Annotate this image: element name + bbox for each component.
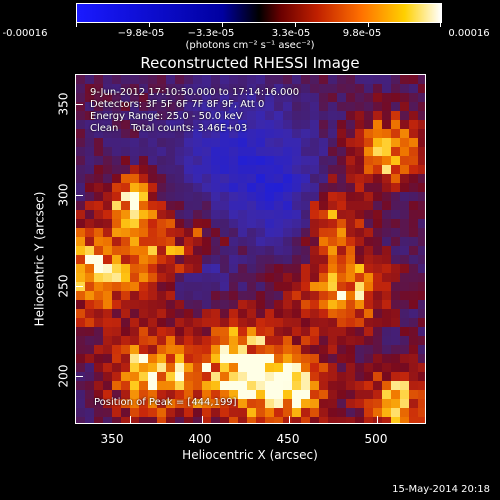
x-axis-label: Heliocentric X (arcsec) — [182, 448, 318, 462]
y-axis-label: Heliocentric Y (arcsec) — [32, 191, 47, 327]
y-tick-250: 250 — [56, 274, 71, 298]
info-energy-range: Energy Range: 25.0 - 50.0 keV — [90, 111, 243, 122]
plot-title: Reconstructed RHESSI Image — [140, 54, 360, 72]
colorbar — [76, 3, 442, 23]
y-tick-200: 200 — [56, 364, 71, 388]
x-tick-350: 350 — [100, 432, 124, 446]
y-tick-350: 350 — [56, 92, 71, 116]
x-tick-450: 450 — [276, 432, 300, 446]
info-clean-counts: Clean Total counts: 3.46E+03 — [90, 123, 248, 134]
image-plot: 9-Jun-2012 17:10:50.000 to 17:14:16.000 … — [75, 74, 426, 424]
info-peak-position: Position of Peak = [444,199] — [94, 397, 237, 408]
info-detectors: Detectors: 3F 5F 6F 7F 8F 9F, Att 0 — [90, 99, 265, 110]
colorbar-label-4: 9.8e-05 — [342, 28, 382, 39]
colorbar-label-5: 0.00016 — [448, 28, 490, 39]
colorbar-label-2: −3.3e-05 — [187, 28, 235, 39]
colorbar-label-0: -0.00016 — [2, 28, 48, 39]
x-tick-500: 500 — [364, 432, 388, 446]
colorbar-units: (photons cm⁻² s⁻¹ asec⁻²) — [185, 40, 315, 51]
info-time-range: 9-Jun-2012 17:10:50.000 to 17:14:16.000 — [90, 87, 300, 98]
y-tick-300: 300 — [56, 183, 71, 207]
heatmap-image — [76, 75, 425, 423]
colorbar-label-1: −9.8e-05 — [117, 28, 165, 39]
x-tick-400: 400 — [188, 432, 212, 446]
footer-date: 15-May-2014 20:18 — [392, 484, 490, 495]
colorbar-label-3: 3.3e-05 — [271, 28, 311, 39]
